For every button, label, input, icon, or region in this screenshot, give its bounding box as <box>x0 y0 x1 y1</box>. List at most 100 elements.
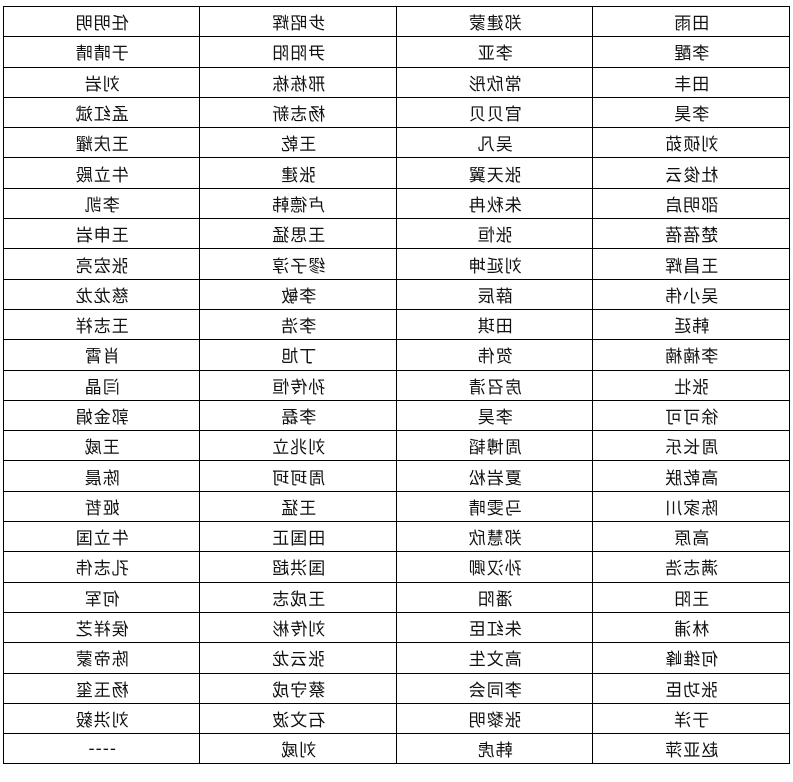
name-cell: 周长乐 <box>593 430 790 461</box>
name-cell: 于洋 <box>593 703 790 734</box>
table-row: 刘硕茹 吴凡 王乾 王庆耀 <box>3 127 790 158</box>
name-cell: 王猛 <box>200 491 397 522</box>
table-row: 田丰 常欣彤 邢栋栋 刘岩 <box>3 67 790 98</box>
name-cell: 李敏 <box>200 279 397 310</box>
table-row: 赵亚萍 韩虎 刘威 ---- <box>3 733 790 764</box>
name-cell: 牛立殿 <box>3 157 200 189</box>
name-cell: 李凯 <box>3 188 200 219</box>
name-cell: 楚蓓蓓 <box>593 218 790 249</box>
name-cell: 刘岩 <box>3 67 200 98</box>
name-cell: 田琪 <box>396 309 593 340</box>
table-row: 陈家川 马雯晴 王猛 姬哲 <box>3 491 790 522</box>
name-cell: 杜俊云 <box>593 157 790 189</box>
name-cell: 丁旭 <box>200 339 397 371</box>
name-cell: 侯祥芝 <box>3 612 200 643</box>
table-row: 楚蓓蓓 张恒 王思猛 王申岩 <box>3 218 790 249</box>
name-cell: 韩虎 <box>396 733 593 764</box>
name-cell: 吴凡 <box>396 127 593 158</box>
name-cell: 田雨 <box>593 6 790 37</box>
table-row: 王昌辉 刘延坤 缪子淳 张宏亮 <box>3 248 790 280</box>
name-cell: 何军 <box>3 582 200 613</box>
name-cell: 张天翼 <box>396 157 593 189</box>
name-cell: 马雯晴 <box>396 491 593 522</box>
name-cell: 王志祥 <box>3 309 200 340</box>
name-cell: 满志浩 <box>593 551 790 583</box>
name-cell: 陈晨 <box>3 460 200 492</box>
name-cell: 田国正 <box>200 521 397 552</box>
name-cell: 周博韬 <box>396 430 593 461</box>
name-cell: 贺伟 <box>396 339 593 371</box>
name-cell: 官贝贝 <box>396 97 593 128</box>
name-cell: 刘威 <box>200 733 397 764</box>
name-cell: 周珂珂 <box>200 460 397 492</box>
table-row: 杜俊云 张天翼 张建 牛立殿 <box>3 157 790 189</box>
name-cell: 王思猛 <box>200 218 397 249</box>
name-cell: 王威 <box>3 430 200 461</box>
table-row: 何维峰 高文生 张云龙 陈帝蒙 <box>3 642 790 674</box>
name-cell: 李醒 <box>593 36 790 68</box>
name-table: 田雨 郑建蒙 步昭辉 任明明 李醒 李亚 尹阳阳 于晴晴 田丰 常欣彤 邢栋栋 刘岩 李昊 官贝贝 杨志新孟… <box>3 6 790 764</box>
name-cell: 李昊 <box>593 97 790 128</box>
name-cell: 张宏亮 <box>3 248 200 280</box>
name-cell: 邢栋栋 <box>200 67 397 98</box>
name-cell: 王庆耀 <box>3 127 200 158</box>
name-cell: 张黎明 <box>396 703 593 734</box>
name-cell: 孙传恒 <box>200 370 397 401</box>
name-cell: 吴小伟 <box>593 279 790 310</box>
name-cell: 任明明 <box>3 6 200 37</box>
name-cell: 李磊 <box>200 400 397 431</box>
name-cell: 缪子淳 <box>200 248 397 280</box>
name-cell: 牛立国 <box>3 521 200 552</box>
name-cell: 孟红斌 <box>3 97 200 128</box>
table-row: 王阳 潘阳 王成志 何军 <box>3 582 790 613</box>
name-cell: 朱红臣 <box>396 612 593 643</box>
name-cell: 潘阳 <box>396 582 593 613</box>
name-cell: 刘传彬 <box>200 612 397 643</box>
table-row: 高乾朕 夏岩松 周珂珂 陈晨 <box>3 460 790 492</box>
name-cell: 卢德韩 <box>200 188 397 219</box>
name-cell: 王申岩 <box>3 218 200 249</box>
name-cell: 朱秋冉 <box>396 188 593 219</box>
name-cell: 刘兆立 <box>200 430 397 461</box>
name-cell: 肖霄 <box>3 339 200 371</box>
name-cell: 高乾朕 <box>593 460 790 492</box>
name-cell: 李浩 <box>200 309 397 340</box>
name-cell: 石文波 <box>200 703 397 734</box>
table-row: 田雨 郑建蒙 步昭辉 任明明 <box>3 6 790 37</box>
name-cell: 郑慧欣 <box>396 521 593 552</box>
name-cell: 高原 <box>593 521 790 552</box>
name-cell: 刘硕茹 <box>593 127 790 158</box>
name-cell: 王乾 <box>200 127 397 158</box>
name-cell: 于晴晴 <box>3 36 200 68</box>
table-row: 张功臣 李同会 蔡守成 杨玉玺 <box>3 673 790 704</box>
name-cell: 邵明启 <box>593 188 790 219</box>
name-cell: 田丰 <box>593 67 790 98</box>
table-row: 周长乐 周博韬 刘兆立 王威 <box>3 430 790 461</box>
name-cell: 姬哲 <box>3 491 200 522</box>
name-cell: 杨玉玺 <box>3 673 200 704</box>
name-cell: 慈龙龙 <box>3 279 200 310</box>
name-cell: 蔡守成 <box>200 673 397 704</box>
table-row: 张壮 房召清 孙传恒 闫晶 <box>3 370 790 401</box>
table-row: 李醒 李亚 尹阳阳 于晴晴 <box>3 36 790 68</box>
name-cell: 李同会 <box>396 673 593 704</box>
name-cell: 徐可可 <box>593 400 790 431</box>
name-cell: 闫晶 <box>3 370 200 401</box>
table-row: 李楠楠 贺伟 丁旭 肖霄 <box>3 339 790 371</box>
name-cell: 郭金娟 <box>3 400 200 431</box>
name-cell: 王阳 <box>593 582 790 613</box>
name-cell: ---- <box>3 733 200 764</box>
name-cell: 张恒 <box>396 218 593 249</box>
table-row: 李昊 官贝贝 杨志新 孟红斌 <box>3 97 790 128</box>
name-cell: 赵亚萍 <box>593 733 790 764</box>
table-row: 徐可可 李昊 李磊 郭金娟 <box>3 400 790 431</box>
table-row: 满志浩 孙汉卿 国洪超 孔志伟 <box>3 551 790 583</box>
name-cell: 王昌辉 <box>593 248 790 280</box>
name-cell: 李亚 <box>396 36 593 68</box>
name-cell: 薛辰 <box>396 279 593 310</box>
name-cell: 韩廷 <box>593 309 790 340</box>
name-cell: 孙汉卿 <box>396 551 593 583</box>
name-cell: 陈家川 <box>593 491 790 522</box>
name-cell: 李昊 <box>396 400 593 431</box>
name-cell: 郑建蒙 <box>396 6 593 37</box>
